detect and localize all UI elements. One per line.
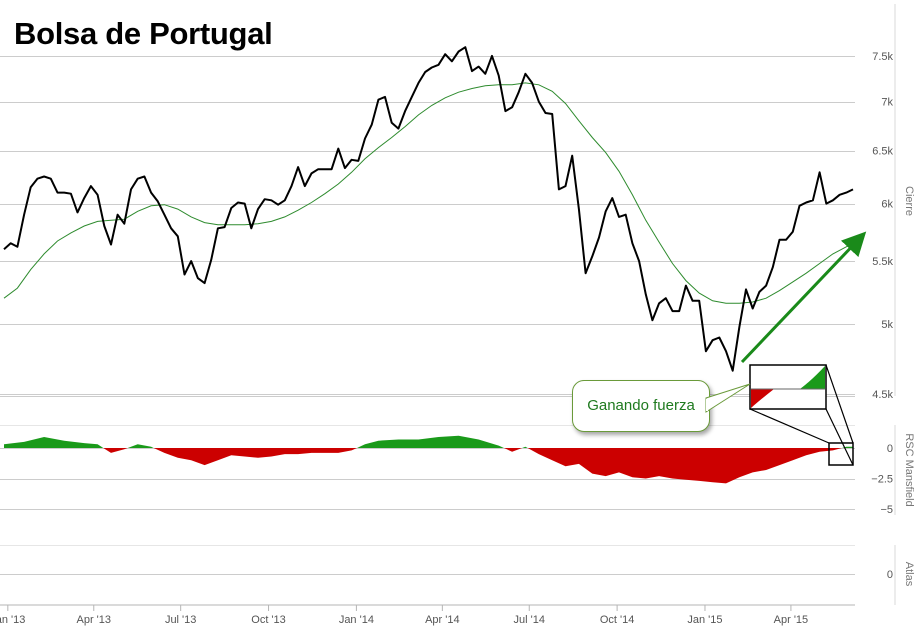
trend-arrow	[740, 231, 867, 364]
y-tick-labels: 4.5k 5k 5.5k 6k 6.5k 7k 7.5k 0 −2.5 −5 0	[871, 51, 893, 581]
rsc-axis-title: RSC Mansfield	[903, 433, 915, 506]
price-tick-label: 5k	[881, 319, 893, 331]
close-price-line	[3, 46, 854, 372]
x-tick-label: Oct '14	[600, 614, 635, 626]
atlas-tick-label: 0	[887, 569, 893, 581]
x-tick-label: Oct '13	[251, 614, 286, 626]
x-tick-label: Jan '14	[339, 614, 374, 626]
x-tick-label: Jul '14	[514, 614, 545, 626]
chart-title: Bolsa de Portugal	[14, 16, 273, 51]
moving-average-line	[3, 82, 854, 304]
x-tick-label: Jan '13	[0, 614, 25, 626]
zoom-connector	[825, 408, 854, 466]
price-axis-title: Cierre	[903, 186, 915, 216]
annotation-callout: Ganando fuerza	[572, 380, 710, 432]
price-tick-label: 6k	[881, 199, 893, 211]
price-tick-label: 5.5k	[872, 256, 893, 268]
x-tick-label: Jul '13	[165, 614, 196, 626]
x-tick-labels: Jan '13 Apr '13 Jul '13 Oct '13 Jan '14 Apr '…	[0, 605, 808, 626]
zoom-positive-area	[774, 366, 825, 389]
axis-titles: Cierre RSC Mansfield Atlas	[903, 186, 915, 587]
price-tick-label: 6.5k	[872, 146, 893, 158]
x-tick-label: Jan '15	[687, 614, 722, 626]
trend-arrow-line	[740, 231, 867, 364]
rsc-tick-label: −2.5	[871, 474, 893, 486]
zoom-connector	[825, 364, 854, 444]
panel-backgrounds	[0, 4, 896, 606]
rsc-area-series	[4, 435, 853, 484]
zoom-negative-area	[751, 389, 774, 408]
price-tick-label: 4.5k	[872, 389, 893, 401]
atlas-axis-title: Atlas	[903, 562, 915, 587]
gridlines	[0, 56, 855, 575]
rsc-tick-label: 0	[887, 443, 893, 455]
zoom-inset	[749, 364, 854, 466]
rsc-tick-label: −5	[880, 504, 893, 516]
zoom-source-box	[828, 442, 854, 466]
price-tick-label: 7k	[881, 97, 893, 109]
price-series	[3, 46, 854, 372]
x-tick-label: Apr '14	[425, 614, 460, 626]
rsc-negative-area	[103, 448, 842, 484]
zoom-connector	[749, 408, 830, 444]
moving-average-series	[3, 82, 854, 304]
x-tick-label: Apr '13	[77, 614, 112, 626]
x-tick-label: Apr '15	[774, 614, 809, 626]
rsc-positive-area	[4, 435, 853, 448]
price-tick-label: 7.5k	[872, 51, 893, 63]
annotation-text: Ganando fuerza	[587, 397, 695, 414]
